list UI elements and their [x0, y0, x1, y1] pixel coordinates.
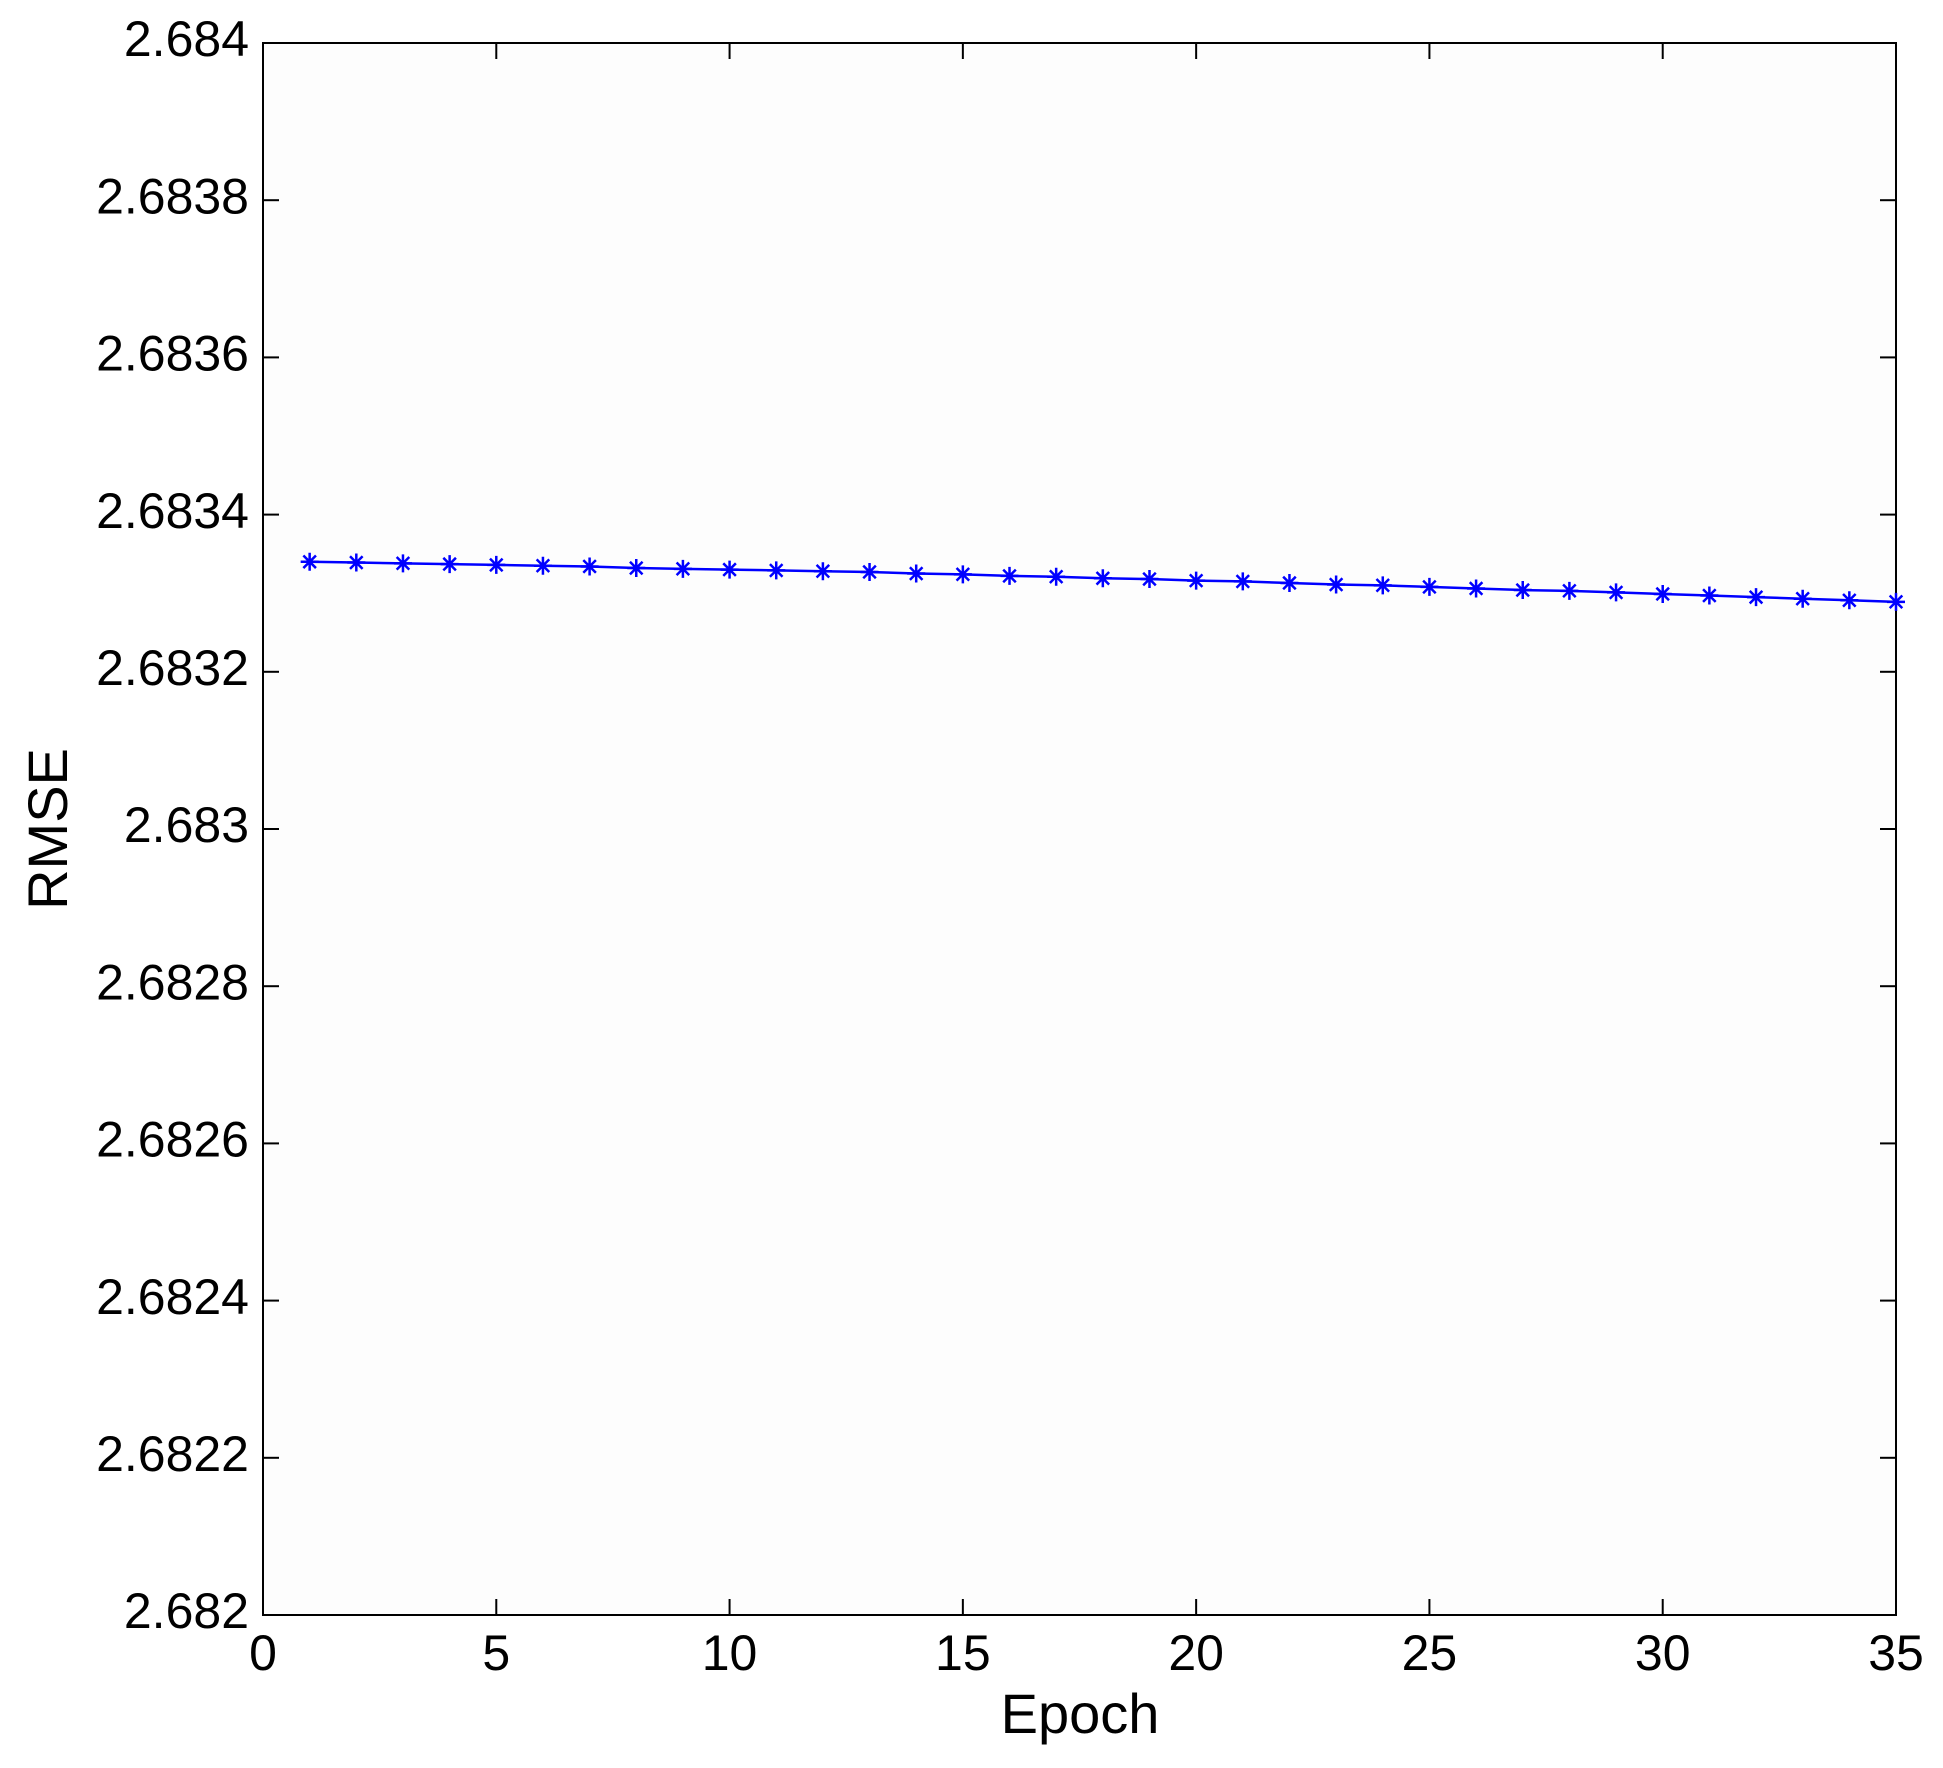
- data-marker: [907, 564, 926, 583]
- data-marker: [533, 556, 552, 575]
- x-tick-label: 5: [482, 1625, 510, 1681]
- y-axis-label: RMSE: [16, 748, 79, 910]
- plot-area: [263, 43, 1896, 1615]
- x-tick-label: 25: [1402, 1625, 1458, 1681]
- y-tick-label: 2.6822: [96, 1426, 249, 1482]
- data-marker: [860, 562, 879, 581]
- data-marker: [1140, 570, 1159, 589]
- y-tick-label: 2.6838: [96, 168, 249, 224]
- data-marker: [1327, 575, 1346, 594]
- data-marker: [813, 562, 832, 581]
- data-marker: [1747, 588, 1766, 607]
- y-tick-label: 2.6832: [96, 640, 249, 696]
- data-marker: [300, 552, 319, 571]
- data-marker: [767, 561, 786, 580]
- data-marker: [1420, 577, 1439, 596]
- data-marker: [1233, 572, 1252, 591]
- data-marker: [1000, 566, 1019, 585]
- x-tick-label: 15: [935, 1625, 991, 1681]
- data-marker: [487, 555, 506, 574]
- data-marker: [1093, 569, 1112, 588]
- y-tick-label: 2.683: [124, 797, 249, 853]
- data-marker: [1700, 586, 1719, 605]
- data-marker: [673, 559, 692, 578]
- data-marker: [1887, 592, 1905, 611]
- y-tick-label: 2.6824: [96, 1269, 249, 1325]
- x-tick-label: 20: [1168, 1625, 1224, 1681]
- data-marker: [1467, 579, 1486, 598]
- data-marker: [1840, 591, 1859, 610]
- data-marker: [1280, 573, 1299, 592]
- data-marker: [1187, 571, 1206, 590]
- y-tick-label: 2.6834: [96, 483, 249, 539]
- data-marker: [1607, 583, 1626, 602]
- x-axis-label: Epoch: [1001, 1682, 1160, 1745]
- x-tick-label: 35: [1868, 1625, 1924, 1681]
- data-marker: [440, 555, 459, 574]
- plot-frame: [262, 42, 1897, 1616]
- data-marker: [953, 565, 972, 584]
- x-tick-label: 0: [249, 1625, 277, 1681]
- data-marker: [580, 557, 599, 576]
- data-marker: [627, 559, 646, 578]
- data-marker: [720, 560, 739, 579]
- data-marker: [347, 553, 366, 572]
- y-tick-label: 2.6836: [96, 326, 249, 382]
- data-marker: [1373, 576, 1392, 595]
- data-marker: [393, 554, 412, 573]
- data-marker: [1793, 589, 1812, 608]
- y-tick-label: 2.682: [124, 1583, 249, 1639]
- data-marker: [1513, 581, 1532, 600]
- data-marker: [1560, 581, 1579, 600]
- x-tick-label: 30: [1635, 1625, 1691, 1681]
- y-tick-label: 2.6828: [96, 954, 249, 1010]
- data-marker: [1653, 584, 1672, 603]
- y-tick-label: 2.684: [124, 11, 249, 67]
- data-marker: [1047, 567, 1066, 586]
- y-tick-label: 2.6826: [96, 1112, 249, 1168]
- x-tick-label: 10: [702, 1625, 758, 1681]
